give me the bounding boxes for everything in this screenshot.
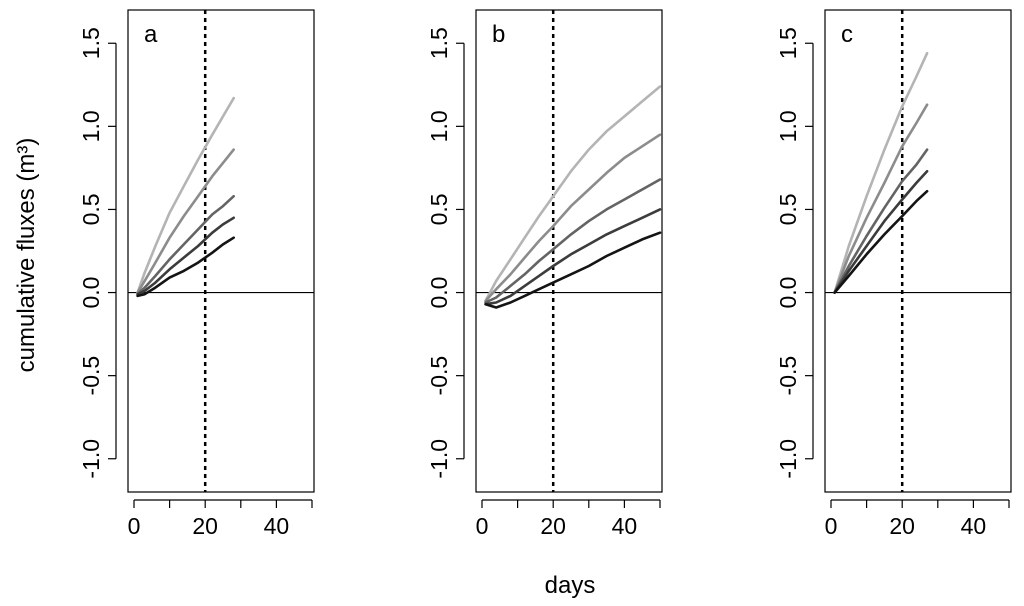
x-tick-label: 20: [192, 513, 218, 539]
y-tick-label: 0.5: [426, 193, 452, 225]
series-line-b-1: [484, 85, 662, 303]
series-line-c-2: [833, 103, 929, 294]
series-line-c-4: [833, 169, 929, 294]
x-axis-title: days: [545, 572, 596, 599]
x-tick-label: 0: [825, 513, 838, 539]
y-tick-label: 0.0: [775, 277, 801, 309]
series-line-a-4: [136, 216, 235, 296]
series-line-c-5: [833, 189, 929, 294]
panel-label: c: [841, 21, 853, 48]
series-line-a-2: [136, 148, 235, 294]
y-tick-label: -1.0: [78, 439, 104, 479]
series-line-b-4: [484, 208, 662, 306]
y-tick-label: 0.0: [78, 277, 104, 309]
x-tick-label: 40: [612, 513, 638, 539]
y-tick-label: 1.0: [426, 110, 452, 142]
panel-label: b: [492, 21, 505, 48]
y-tick-label: 1.5: [426, 27, 452, 59]
y-axis-title: cumulative fluxes (m³): [13, 138, 40, 373]
panel-a: a 0 20 40 -1.0 -0.5 0.0 0.5 1.0 1.5: [78, 9, 315, 539]
y-tick-label: -0.5: [78, 356, 104, 396]
x-tick-label: 40: [264, 513, 290, 539]
series-line-c-3: [833, 148, 929, 294]
plot-frame: [127, 9, 315, 493]
y-tick-label: 1.5: [78, 27, 104, 59]
series-line-c-1: [833, 51, 929, 294]
y-tick-label: 1.0: [78, 110, 104, 142]
series-line-b-3: [484, 178, 662, 304]
y-tick-label: -0.5: [426, 356, 452, 396]
series-line-a-5: [136, 236, 235, 298]
y-tick-label: 1.5: [775, 27, 801, 59]
y-tick-label: 0.5: [775, 193, 801, 225]
series-line-b-5: [484, 231, 662, 309]
y-tick-label: -0.5: [775, 356, 801, 396]
series-line-a-3: [136, 194, 235, 296]
y-tick-label: -1.0: [426, 439, 452, 479]
y-tick-label: 0.5: [78, 193, 104, 225]
x-tick-label: 20: [889, 513, 915, 539]
y-tick-label: -1.0: [775, 439, 801, 479]
plot-frame: [475, 9, 663, 493]
x-tick-label: 20: [540, 513, 566, 539]
panels-group: a 0 20 40 -1.0 -0.5 0.0 0.5 1.0 1.5 b 0 20 40 -1.0 -0.5…: [78, 9, 1012, 539]
series-line-a-1: [136, 96, 235, 294]
series-line-b-2: [484, 133, 662, 303]
y-tick-label: 1.0: [775, 110, 801, 142]
x-tick-label: 0: [128, 513, 141, 539]
x-tick-label: 0: [476, 513, 489, 539]
plot-frame: [824, 9, 1012, 493]
panel-c: c 0 20 40 -1.0 -0.5 0.0 0.5 1.0 1.5: [775, 9, 1012, 539]
y-tick-label: 0.0: [426, 277, 452, 309]
panel-label: a: [144, 21, 158, 48]
x-tick-label: 40: [961, 513, 987, 539]
panel-b: b 0 20 40 -1.0 -0.5 0.0 0.5 1.0 1.5: [426, 9, 663, 539]
